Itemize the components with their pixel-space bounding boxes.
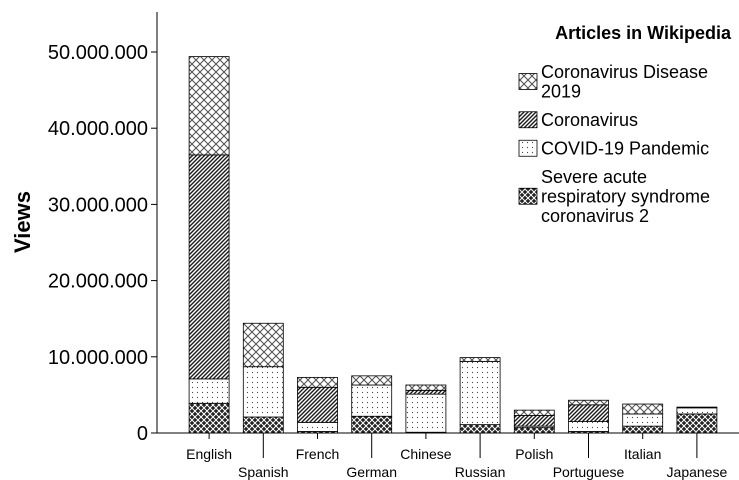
x-tick-label: Portuguese (553, 464, 625, 480)
legend: Articles in Wikipedia Coronavirus Diseas… (518, 23, 732, 226)
bar-segment (188, 56, 230, 156)
legend-label: Coronavirus (541, 110, 638, 130)
legend-swatch (518, 139, 538, 157)
bar-segment (351, 415, 393, 434)
x-tick-label: Chinese (400, 446, 452, 462)
bar-segment (242, 366, 284, 418)
bar-segment (405, 389, 447, 395)
y-tick-label: 10.000.000 (48, 347, 148, 369)
bar-segment (351, 384, 393, 417)
bar-segment (459, 360, 501, 426)
bar-segment (513, 415, 555, 427)
x-tick-label: Japanese (667, 464, 728, 480)
x-ticks: English Spanish French GermanChineseRussian… (186, 433, 727, 480)
legend-label: Coronavirus Disease (541, 62, 708, 82)
bar-segment (459, 424, 501, 434)
bar-segment (676, 406, 718, 409)
y-ticks: 0 10.000.000 20.000.000 30.000.000 40.000.00… (48, 42, 157, 445)
bar-segment (622, 403, 664, 415)
y-axis-title: Views (10, 191, 35, 253)
legend-title: Articles in Wikipedia (555, 23, 732, 43)
bar-segment (351, 375, 393, 386)
y-tick-label: 40.000.000 (48, 118, 148, 140)
bar-segment (405, 393, 447, 433)
bar-segment (568, 399, 609, 406)
bar-segment (622, 413, 664, 427)
bar-segment (405, 384, 447, 391)
legend-label: 2019 (541, 82, 581, 102)
legend-label: coronavirus 2 (541, 206, 649, 226)
bar-segment (513, 409, 555, 416)
bar-segment (568, 404, 609, 422)
legend-label: COVID-19 Pandemic (541, 139, 709, 159)
bar-segment (297, 376, 338, 388)
x-tick-label: Polish (515, 446, 553, 462)
legend-swatch (518, 111, 538, 129)
bar-segment (676, 413, 718, 434)
bar-segment (676, 407, 718, 415)
y-tick-label: 30.000.000 (48, 194, 148, 216)
bar-segment (568, 421, 609, 432)
bar-segment (513, 427, 555, 434)
x-tick-label: Russian (455, 464, 506, 480)
x-tick-label: Spanish (238, 464, 289, 480)
y-tick-label: 50.000.000 (48, 42, 148, 64)
bar-segment (188, 402, 230, 434)
x-tick-label: Italian (624, 446, 661, 462)
bar-segment (242, 322, 284, 368)
legend-swatch (518, 73, 538, 90)
x-tick-label: German (346, 464, 397, 480)
x-tick-label: English (186, 446, 232, 462)
bar-segment (188, 378, 230, 404)
y-tick-label: 0 (137, 423, 148, 445)
bar-segment (297, 386, 338, 423)
bar-segment (188, 154, 230, 380)
bar-segment (622, 425, 664, 434)
bar-segment (297, 421, 338, 432)
x-tick-label: French (296, 446, 340, 462)
bars (188, 56, 718, 434)
legend-swatch (518, 187, 538, 205)
bar-segment (242, 416, 284, 434)
bar-segment (459, 357, 501, 362)
legend-label: respiratory syndrome (541, 187, 710, 207)
y-tick-label: 20.000.000 (48, 271, 148, 293)
legend-label: Severe acute (541, 167, 647, 187)
